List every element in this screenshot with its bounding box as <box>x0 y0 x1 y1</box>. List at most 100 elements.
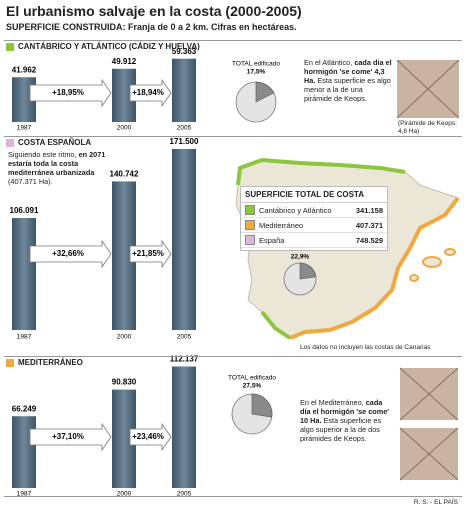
text: (407.371 Ha). <box>8 177 53 186</box>
growth-arrow <box>29 422 112 452</box>
category-label: 2000 <box>117 125 132 132</box>
subtitle: SUPERFICIE CONSTRUIDA: Franja de 0 a 2 k… <box>6 22 297 32</box>
pyramid-edge <box>396 59 460 119</box>
text: En el Mediterráneo, <box>300 398 366 407</box>
growth-arrow <box>29 239 112 269</box>
value-label: 112.137 <box>170 355 199 364</box>
island <box>444 248 456 256</box>
value-label: 49.912 <box>112 57 137 66</box>
heading-text: COSTA ESPAÑOLA <box>18 138 92 147</box>
divider <box>4 496 462 497</box>
island <box>409 274 419 282</box>
pie-slice <box>255 81 275 103</box>
value-label: 66.249 <box>12 404 37 413</box>
bar <box>172 58 196 122</box>
section-color <box>6 358 14 367</box>
map-note: Los datos no incluyen las costas de Cana… <box>300 344 431 351</box>
legend-value: 748.529 <box>355 235 383 245</box>
value-label: 90.830 <box>112 378 137 387</box>
growth-arrow <box>129 239 172 269</box>
legend-row: Mediterráneo 407.371 <box>241 218 387 233</box>
pyramid-edge <box>399 367 459 421</box>
pie-slice <box>251 393 273 418</box>
legend-row: Cantábrico y Atlántico 341.158 <box>241 203 387 218</box>
text-bold: cada día el hormigón 'se come' 4,3 Ha. <box>304 58 392 85</box>
text-bold: en 2071 estaría toda la costa mediterrán… <box>8 150 106 177</box>
divider <box>4 40 462 41</box>
growth-label: +18,94% <box>132 88 164 97</box>
pie-title: TOTAL edificado <box>232 61 280 68</box>
text-bold: cada día el hormigón 'se come' 10 Ha. <box>300 398 390 425</box>
category-label: 2005 <box>177 491 192 498</box>
heading-text: CANTÁBRICO Y ATLÁNTICO (CÁDIZ Y HUELVA) <box>18 42 200 51</box>
growth-label: +37,10% <box>52 432 84 441</box>
caption: (Pirámide de Keops: 4,8 Ha) <box>398 120 457 135</box>
bar <box>172 148 196 330</box>
divider <box>4 136 462 137</box>
pie-label: 22,9% <box>291 254 310 261</box>
pyramid-edge <box>399 427 459 481</box>
growth-label: +21,85% <box>132 249 164 258</box>
value-label: 41.962 <box>12 65 37 74</box>
paragraph: Siguiendo este ritmo, en 2071 estaría to… <box>8 150 120 186</box>
text: Esta superficie es algo menor a la de un… <box>304 76 391 103</box>
legend-value: 341.158 <box>355 205 383 215</box>
legend-swatch <box>245 235 255 245</box>
value-label: 59.363 <box>172 47 197 56</box>
category-label: 1987 <box>17 125 32 132</box>
paragraph: En el Mediterráneo, cada día el hormigón… <box>300 398 390 443</box>
pie-label: 17,5% <box>247 69 266 76</box>
source: R. S. - EL PAÍS <box>413 499 458 506</box>
legend-swatch <box>245 205 255 215</box>
growth-label: +23,46% <box>132 432 164 441</box>
pie-slice <box>299 262 317 280</box>
title: El urbanismo salvaje en la costa (2000-2… <box>6 3 302 19</box>
map-legend: SUPERFICIE TOTAL DE COSTA Cantábrico y A… <box>240 186 388 251</box>
section-heading: MEDITERRÁNEO <box>6 358 83 367</box>
section-heading: CANTÁBRICO Y ATLÁNTICO (CÁDIZ Y HUELVA) <box>6 42 200 51</box>
atlantic-coast <box>236 157 406 186</box>
pyramid <box>396 59 460 481</box>
mediterranean-coast <box>289 196 460 340</box>
value-label: 106.091 <box>10 206 39 215</box>
legend-swatch <box>245 220 255 230</box>
legend-row: España 748.529 <box>241 233 387 248</box>
section-color <box>6 42 14 51</box>
legend-value: 407.371 <box>355 220 383 230</box>
island <box>422 256 442 268</box>
value-label: 140.742 <box>110 170 139 179</box>
paragraph: En el Atlántico, cada día el hormigón 's… <box>304 58 392 103</box>
legend-name: Mediterráneo <box>259 220 304 230</box>
legend-title: SUPERFICIE TOTAL DE COSTA <box>241 189 387 203</box>
text: En el Atlántico, <box>304 58 355 67</box>
growth-arrow <box>29 78 112 108</box>
growth-arrow <box>129 78 172 108</box>
value-label: 171.500 <box>170 137 199 146</box>
section-heading: COSTA ESPAÑOLA <box>6 138 91 147</box>
growth-arrow <box>129 422 172 452</box>
bar <box>12 416 36 488</box>
legend-name: Cantábrico y Atlántico <box>259 205 332 215</box>
category-label: 1987 <box>17 491 32 498</box>
category-label: 2005 <box>177 125 192 132</box>
atlantic-coast-south <box>260 310 292 340</box>
category-label: 2000 <box>117 491 132 498</box>
growth-label: +18,95% <box>52 88 84 97</box>
legend-name: España <box>259 235 285 245</box>
category-label: 1987 <box>17 334 32 341</box>
bar <box>172 366 196 488</box>
category-label: 2005 <box>177 334 192 341</box>
pie-label: 27,5% <box>243 383 262 390</box>
text: Esta superficie es algo superior a la de… <box>300 416 382 443</box>
divider <box>4 356 462 357</box>
category-label: 2000 <box>117 334 132 341</box>
pie-title: TOTAL edificado <box>228 375 276 382</box>
bar <box>12 218 36 330</box>
growth-label: +32,66% <box>52 249 84 258</box>
heading-text: MEDITERRÁNEO <box>18 358 83 367</box>
section-color <box>6 138 14 147</box>
legend-rows: Cantábrico y Atlántico 341.158 Mediterráne… <box>241 203 387 248</box>
text: Siguiendo este ritmo, <box>8 150 79 159</box>
